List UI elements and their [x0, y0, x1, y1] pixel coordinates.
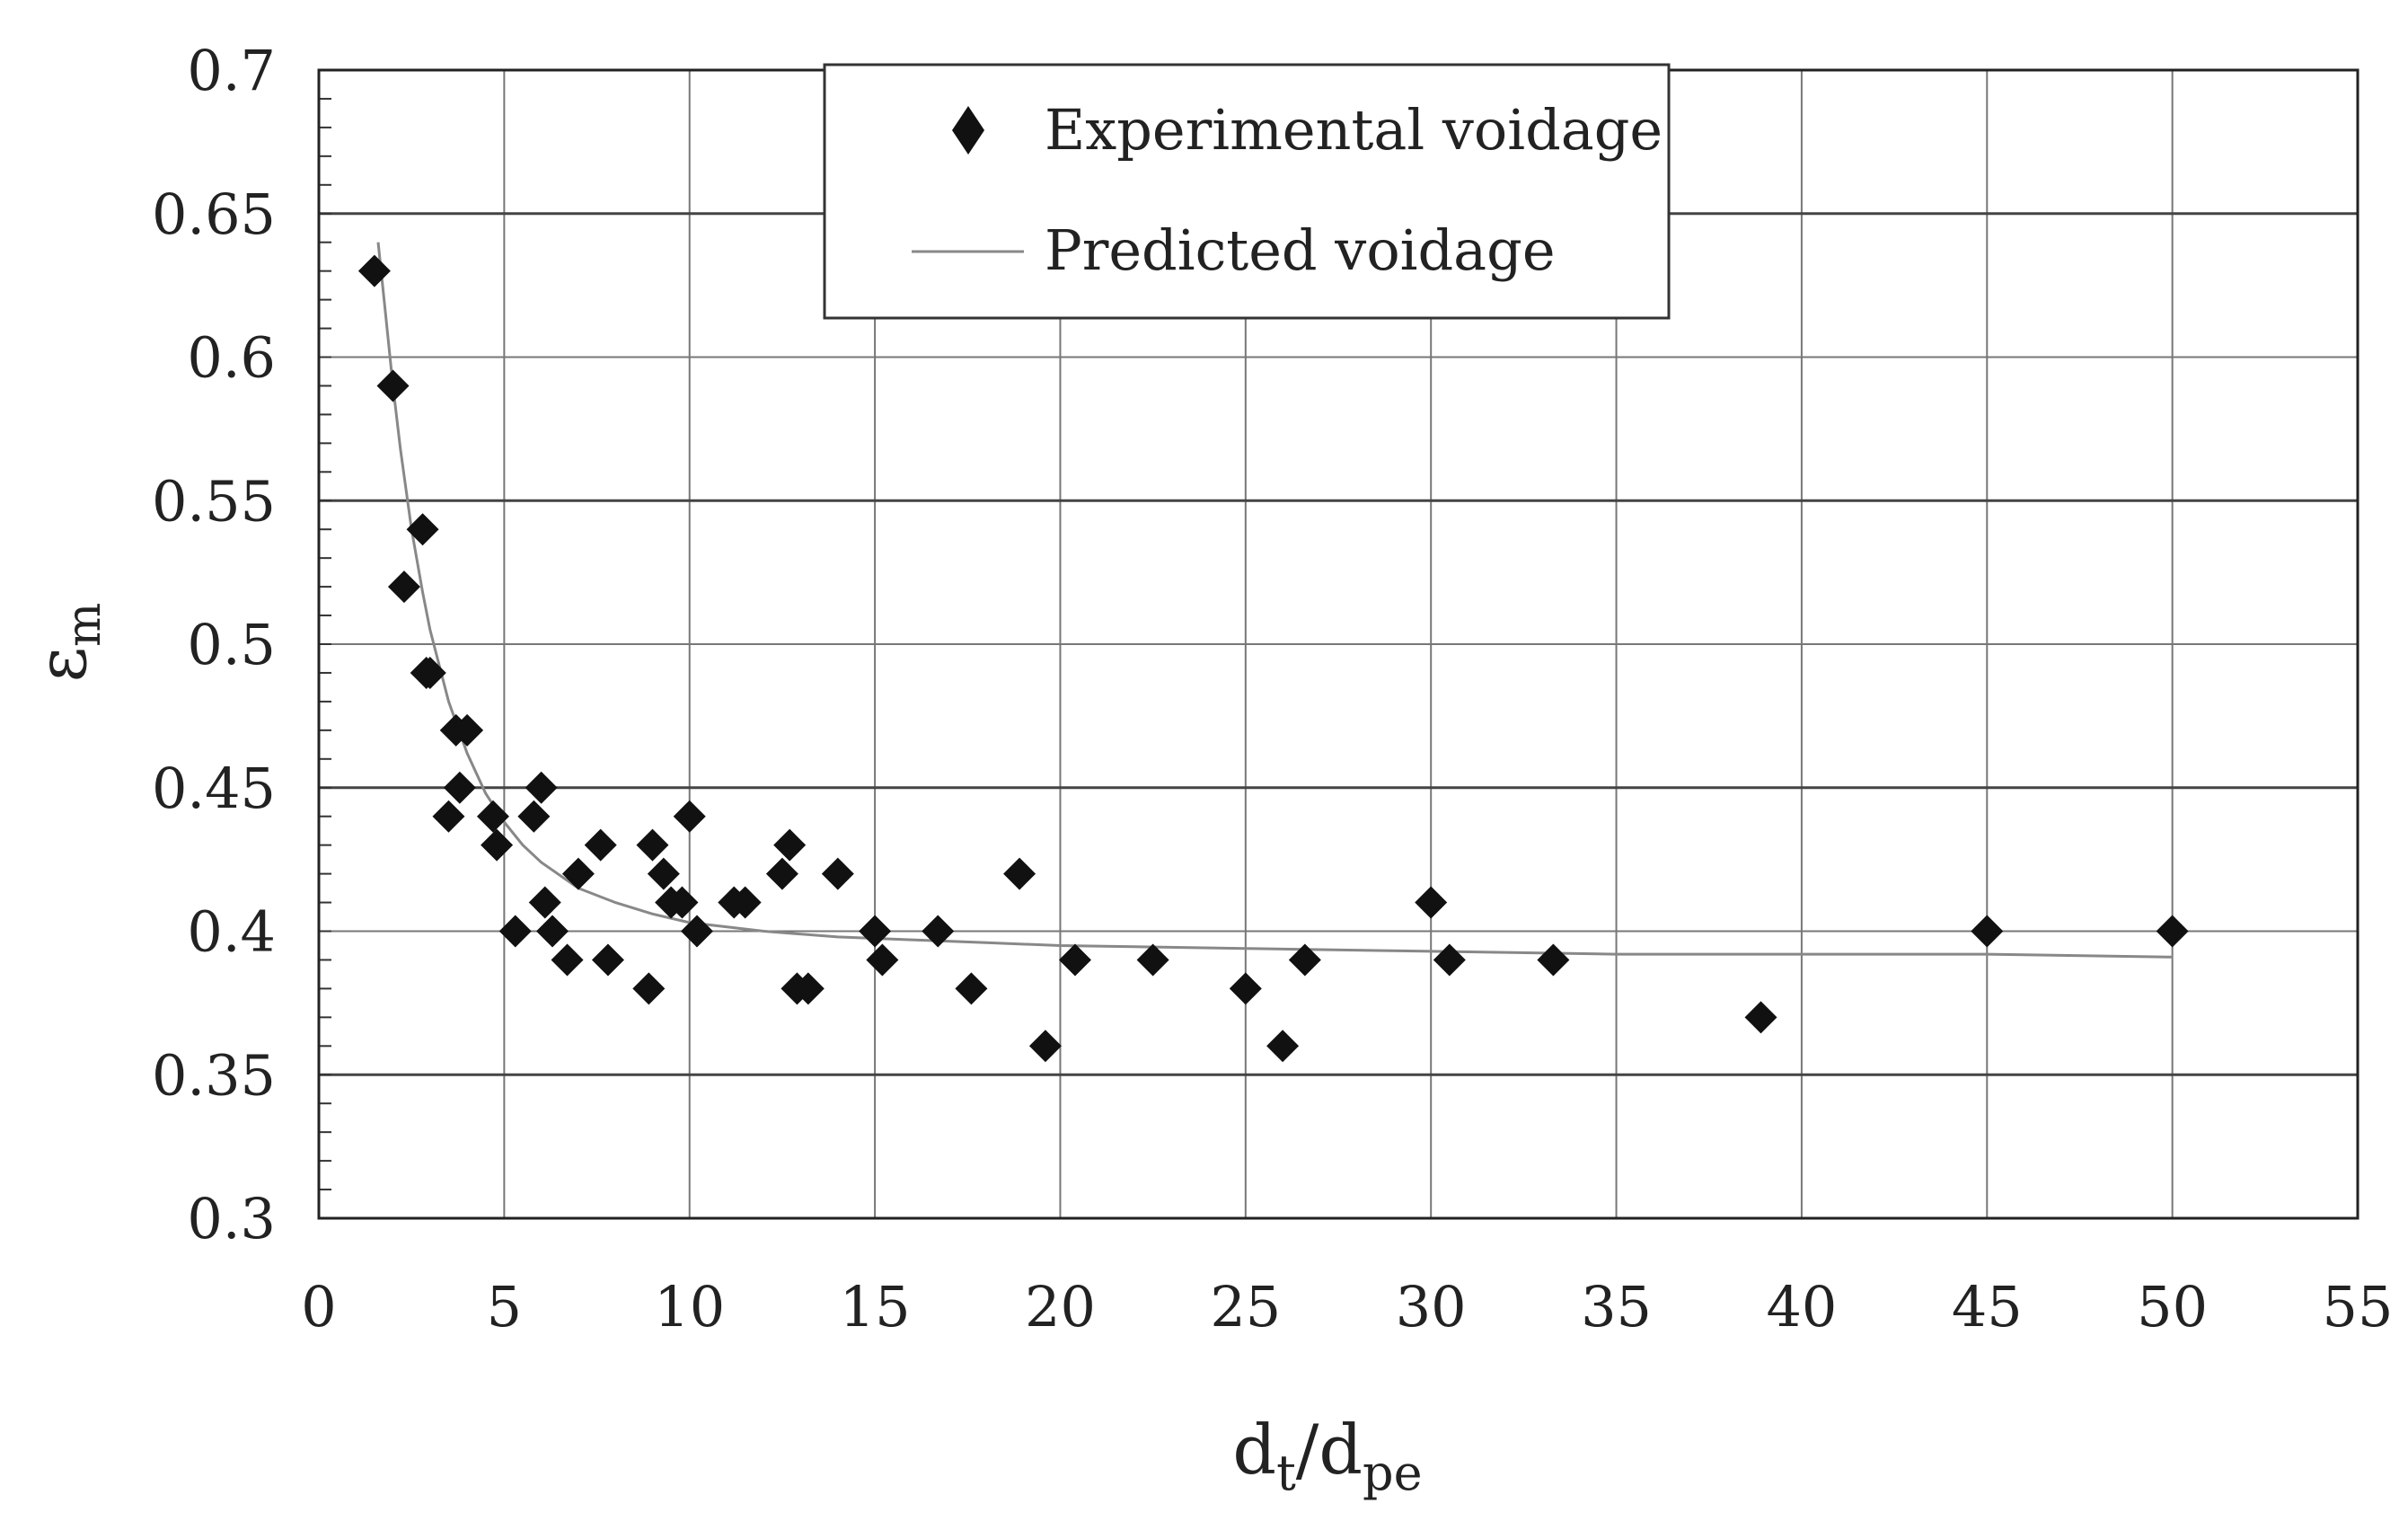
experimental-point: [1229, 972, 1262, 1005]
experimental-point: [680, 915, 713, 948]
legend-label-predicted: Predicted voidage: [1045, 217, 1556, 283]
experimental-point: [1415, 886, 1448, 919]
x-tick-labels: 0 5 10 15 20 25 30 35 40 45 50 55: [301, 1274, 2393, 1340]
experimental-point: [1136, 943, 1169, 977]
experimental-point: [498, 915, 532, 948]
experimental-point: [765, 857, 798, 890]
experimental-point: [922, 915, 955, 948]
experimental-point: [413, 656, 446, 689]
y-tick-label: 0.55: [152, 468, 276, 534]
experimental-point: [517, 800, 551, 833]
predicted-curve-layer: [376, 242, 2173, 959]
experimental-point: [451, 713, 484, 747]
experimental-point: [1003, 857, 1036, 890]
y-tick-label: 0.65: [152, 181, 276, 247]
y-tick-label: 0.4: [187, 899, 276, 965]
experimental-point: [525, 771, 558, 804]
experimental-point: [1433, 943, 1466, 977]
experimental-point: [561, 857, 595, 890]
x-axis-label-main: d: [1232, 1410, 1276, 1490]
experimental-point: [632, 972, 666, 1005]
experimental-point: [728, 886, 762, 919]
x-tick-label: 5: [487, 1274, 522, 1340]
x-tick-label: 25: [1210, 1274, 1281, 1340]
y-axis-label-main: ε: [22, 647, 101, 682]
experimental-point: [476, 800, 509, 833]
experimental-points-layer: [357, 254, 2189, 1063]
experimental-point: [406, 513, 439, 546]
experimental-point: [591, 943, 624, 977]
x-tick-label: 35: [1581, 1274, 1652, 1340]
experimental-point: [1028, 1030, 1062, 1063]
y-tick-label: 0.7: [187, 38, 276, 103]
legend: Experimental voidage Predicted voidage: [823, 63, 1671, 320]
x-axis-label-sep: /d: [1296, 1410, 1363, 1490]
experimental-point: [357, 254, 391, 287]
y-tick-labels: 0.3 0.35 0.4 0.45 0.5 0.55 0.6 0.65 0.7: [152, 38, 276, 1251]
y-tick-label: 0.5: [187, 612, 276, 677]
legend-label-experimental: Experimental voidage: [1045, 97, 1663, 163]
y-tick-label: 0.35: [152, 1042, 276, 1108]
x-tick-label: 55: [2323, 1274, 2394, 1340]
x-axis-label: dt/dpe: [1232, 1410, 1422, 1501]
x-tick-label: 0: [301, 1274, 336, 1340]
y-minor-ticks: [319, 69, 331, 1219]
experimental-point: [1744, 1001, 1777, 1034]
experimental-point: [1971, 915, 2004, 948]
experimental-point: [791, 972, 825, 1005]
experimental-point: [1058, 943, 1091, 977]
experimental-point: [1266, 1030, 1300, 1063]
experimental-point: [636, 828, 669, 862]
experimental-point: [866, 943, 899, 977]
y-axis-label-sub: m: [57, 603, 111, 647]
experimental-point: [773, 828, 807, 862]
x-tick-label: 30: [1396, 1274, 1467, 1340]
experimental-point: [432, 800, 465, 833]
legend-box: [823, 63, 1671, 320]
x-tick-label: 40: [1766, 1274, 1837, 1340]
experimental-point: [536, 915, 569, 948]
experimental-point: [1537, 943, 1570, 977]
experimental-point: [666, 886, 699, 919]
experimental-point: [821, 857, 854, 890]
predicted-voidage-line: [376, 242, 2173, 959]
experimental-point: [2156, 915, 2189, 948]
legend-diamond-marker: [952, 106, 984, 155]
y-tick-label: 0.45: [152, 756, 276, 821]
experimental-point: [443, 771, 476, 804]
experimental-point: [673, 800, 706, 833]
experimental-point: [584, 828, 617, 862]
experimental-point: [955, 972, 988, 1005]
x-axis-label-sub2: pe: [1363, 1445, 1423, 1501]
x-tick-label: 45: [1952, 1274, 2023, 1340]
experimental-point: [481, 828, 514, 862]
experimental-point: [647, 857, 680, 890]
x-tick-label: 20: [1025, 1274, 1096, 1340]
x-tick-label: 50: [2137, 1274, 2208, 1340]
experimental-point: [859, 915, 892, 948]
experimental-point: [551, 943, 584, 977]
experimental-point: [387, 570, 420, 604]
y-tick-label: 0.6: [187, 325, 276, 391]
x-tick-label: 10: [654, 1274, 725, 1340]
experimental-point: [1288, 943, 1321, 977]
y-axis-label: εm: [22, 603, 111, 683]
x-tick-label: 15: [840, 1274, 911, 1340]
experimental-point: [376, 369, 410, 402]
y-tick-label: 0.3: [187, 1186, 276, 1251]
x-axis-label-sub1: t: [1276, 1445, 1296, 1501]
experimental-point: [528, 886, 561, 919]
